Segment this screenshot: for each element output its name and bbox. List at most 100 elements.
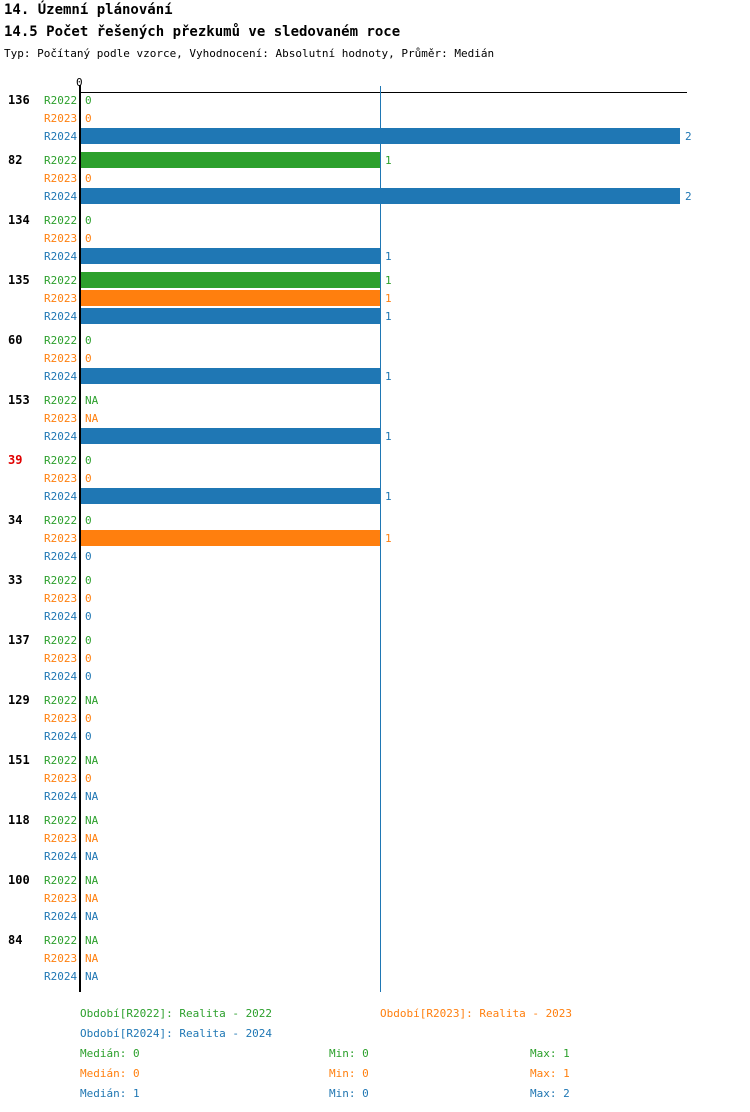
stat-median-R2022: Medián: 0 (80, 1047, 140, 1060)
period-label-84-R2024: R2024 (44, 970, 78, 983)
period-label-84-R2023: R2023 (44, 952, 78, 965)
period-label-129-R2022: R2022 (44, 694, 78, 707)
chart-title: 14.5 Počet řešených přezkumů ve sledovan… (4, 24, 401, 40)
row-value-134-R2022: 0 (85, 214, 92, 227)
period-label-153-R2023: R2023 (44, 412, 78, 425)
group-label-151: 151 (8, 753, 30, 767)
group-label-137: 137 (8, 633, 30, 647)
group-label-100: 100 (8, 873, 30, 887)
row-value-137-R2023: 0 (85, 652, 92, 665)
bar-value-135-R2022: 1 (385, 274, 392, 287)
stat-median-R2023: Medián: 0 (80, 1067, 140, 1080)
period-label-84-R2022: R2022 (44, 934, 78, 947)
group-label-153: 153 (8, 393, 30, 407)
row-value-129-R2024: 0 (85, 730, 92, 743)
row-value-137-R2022: 0 (85, 634, 92, 647)
chart-meta: Typ: Počítaný podle vzorce, Vyhodnocení:… (4, 47, 495, 60)
period-label-33-R2022: R2022 (44, 574, 78, 587)
period-label-137-R2024: R2024 (44, 670, 78, 683)
bar-value-135-R2023: 1 (385, 292, 392, 305)
group-label-82: 82 (8, 153, 23, 167)
period-label-39-R2024: R2024 (44, 490, 78, 503)
period-label-34-R2022: R2022 (44, 514, 78, 527)
stat-median-R2024: Medián: 1 (80, 1087, 140, 1100)
bar-134-R2024 (81, 248, 380, 264)
bar-value-153-R2024: 1 (385, 430, 392, 443)
bar-value-60-R2024: 1 (385, 370, 392, 383)
row-value-82-R2023: 0 (85, 172, 92, 185)
period-label-33-R2024: R2024 (44, 610, 78, 623)
period-label-33-R2023: R2023 (44, 592, 78, 605)
row-value-100-R2023: NA (85, 892, 99, 905)
period-label-118-R2022: R2022 (44, 814, 78, 827)
period-label-153-R2022: R2022 (44, 394, 78, 407)
stat-min-R2022: Min: 0 (329, 1047, 369, 1060)
row-value-153-R2023: NA (85, 412, 99, 425)
x-axis-tick-label: 0 (76, 76, 83, 89)
row-value-100-R2024: NA (85, 910, 99, 923)
bar-153-R2024 (81, 428, 380, 444)
period-label-82-R2023: R2023 (44, 172, 78, 185)
period-label-153-R2024: R2024 (44, 430, 78, 443)
period-label-129-R2023: R2023 (44, 712, 78, 725)
row-value-100-R2022: NA (85, 874, 99, 887)
period-label-137-R2022: R2022 (44, 634, 78, 647)
period-label-151-R2023: R2023 (44, 772, 78, 785)
bar-value-135-R2024: 1 (385, 310, 392, 323)
group-label-136: 136 (8, 93, 30, 107)
period-label-60-R2024: R2024 (44, 370, 78, 383)
row-value-118-R2023: NA (85, 832, 99, 845)
period-label-100-R2023: R2023 (44, 892, 78, 905)
bar-135-R2023 (81, 290, 380, 306)
bar-value-82-R2024: 2 (685, 190, 692, 203)
row-value-136-R2023: 0 (85, 112, 92, 125)
row-value-151-R2024: NA (85, 790, 99, 803)
row-value-153-R2022: NA (85, 394, 99, 407)
row-value-60-R2022: 0 (85, 334, 92, 347)
legend-entry-R2022: Období[R2022]: Realita - 2022 (80, 1007, 273, 1020)
period-label-136-R2024: R2024 (44, 130, 78, 143)
legend-entry-R2024: Období[R2024]: Realita - 2024 (80, 1027, 273, 1040)
period-label-39-R2022: R2022 (44, 454, 78, 467)
row-value-118-R2022: NA (85, 814, 99, 827)
bar-value-34-R2023: 1 (385, 532, 392, 545)
stat-max-R2023: Max: 1 (530, 1067, 570, 1080)
period-label-34-R2024: R2024 (44, 550, 78, 563)
bar-value-134-R2024: 1 (385, 250, 392, 263)
median-line (380, 86, 381, 992)
bar-value-136-R2024: 2 (685, 130, 692, 143)
row-value-129-R2023: 0 (85, 712, 92, 725)
row-value-151-R2022: NA (85, 754, 99, 767)
row-value-34-R2024: 0 (85, 550, 92, 563)
row-value-34-R2022: 0 (85, 514, 92, 527)
stat-max-R2022: Max: 1 (530, 1047, 570, 1060)
period-label-151-R2022: R2022 (44, 754, 78, 767)
row-value-118-R2024: NA (85, 850, 99, 863)
period-label-137-R2023: R2023 (44, 652, 78, 665)
period-label-100-R2022: R2022 (44, 874, 78, 887)
bar-value-82-R2022: 1 (385, 154, 392, 167)
row-value-84-R2022: NA (85, 934, 99, 947)
group-label-34: 34 (8, 513, 23, 527)
row-value-151-R2023: 0 (85, 772, 92, 785)
period-label-135-R2024: R2024 (44, 310, 78, 323)
row-value-33-R2024: 0 (85, 610, 92, 623)
period-label-60-R2022: R2022 (44, 334, 78, 347)
row-value-137-R2024: 0 (85, 670, 92, 683)
period-label-82-R2022: R2022 (44, 154, 78, 167)
stat-min-R2024: Min: 0 (329, 1087, 369, 1100)
legend-entry-R2023: Období[R2023]: Realita - 2023 (380, 1007, 573, 1020)
period-label-134-R2024: R2024 (44, 250, 78, 263)
row-value-39-R2023: 0 (85, 472, 92, 485)
period-label-39-R2023: R2023 (44, 472, 78, 485)
group-label-135: 135 (8, 273, 30, 287)
row-value-60-R2023: 0 (85, 352, 92, 365)
period-label-60-R2023: R2023 (44, 352, 78, 365)
bar-34-R2023 (81, 530, 380, 546)
row-value-39-R2022: 0 (85, 454, 92, 467)
period-label-82-R2024: R2024 (44, 190, 78, 203)
period-label-135-R2023: R2023 (44, 292, 78, 305)
group-label-33: 33 (8, 573, 23, 587)
group-label-134: 134 (8, 213, 30, 227)
